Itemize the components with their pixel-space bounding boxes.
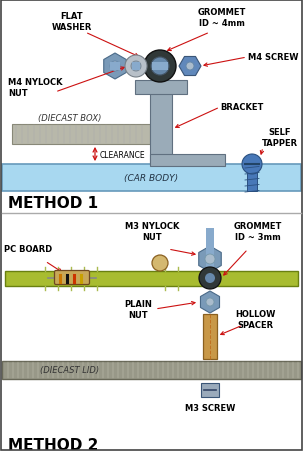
Text: M4 NYLOCK
NUT: M4 NYLOCK NUT [8,78,62,97]
Text: CLEARANCE: CLEARANCE [100,150,146,159]
Text: M4 SCREW: M4 SCREW [248,53,298,62]
Polygon shape [104,54,126,80]
Bar [135,81,187,95]
Bar [110,63,120,71]
Bar [152,63,168,71]
Circle shape [131,62,141,72]
Text: METHOD 2: METHOD 2 [8,437,98,451]
Circle shape [206,299,214,306]
Bar [132,63,140,71]
Bar [203,314,217,359]
Circle shape [186,63,194,71]
Polygon shape [201,291,220,313]
Bar [206,229,214,278]
Circle shape [205,273,215,283]
Text: BRACKET: BRACKET [220,103,263,112]
Text: GROMMET
ID ~ 3mm: GROMMET ID ~ 3mm [234,222,282,241]
Bar [5,272,298,286]
Text: (DIECAST LID): (DIECAST LID) [40,366,100,375]
Polygon shape [179,57,201,76]
Text: PC BOARD: PC BOARD [4,245,52,254]
Text: (DIECAST BOX): (DIECAST BOX) [38,113,102,122]
Bar [150,88,172,165]
Circle shape [152,255,168,272]
FancyBboxPatch shape [55,271,89,285]
Text: M3 SCREW: M3 SCREW [185,404,235,413]
Bar [2,361,301,379]
Bar [2,165,301,192]
Circle shape [242,155,262,175]
Text: FLAT
WASHER: FLAT WASHER [52,12,92,32]
Text: SELF
TAPPER: SELF TAPPER [262,128,298,147]
Text: GROMMET
ID ~ 4mm: GROMMET ID ~ 4mm [198,8,246,28]
Text: PLAIN
NUT: PLAIN NUT [124,299,152,319]
Circle shape [151,58,169,76]
Circle shape [125,56,147,78]
Text: HOLLOW
SPACER: HOLLOW SPACER [235,310,275,329]
Polygon shape [199,246,221,272]
Text: (CAR BODY): (CAR BODY) [125,173,178,182]
Circle shape [205,254,215,264]
Bar [201,383,219,397]
Circle shape [144,51,176,83]
Bar [247,165,257,192]
Bar [12,125,150,145]
Circle shape [199,267,221,290]
Text: M3 NYLOCK
NUT: M3 NYLOCK NUT [125,222,179,241]
Bar [150,155,225,166]
Circle shape [110,62,120,72]
Text: METHOD 1: METHOD 1 [8,196,98,211]
